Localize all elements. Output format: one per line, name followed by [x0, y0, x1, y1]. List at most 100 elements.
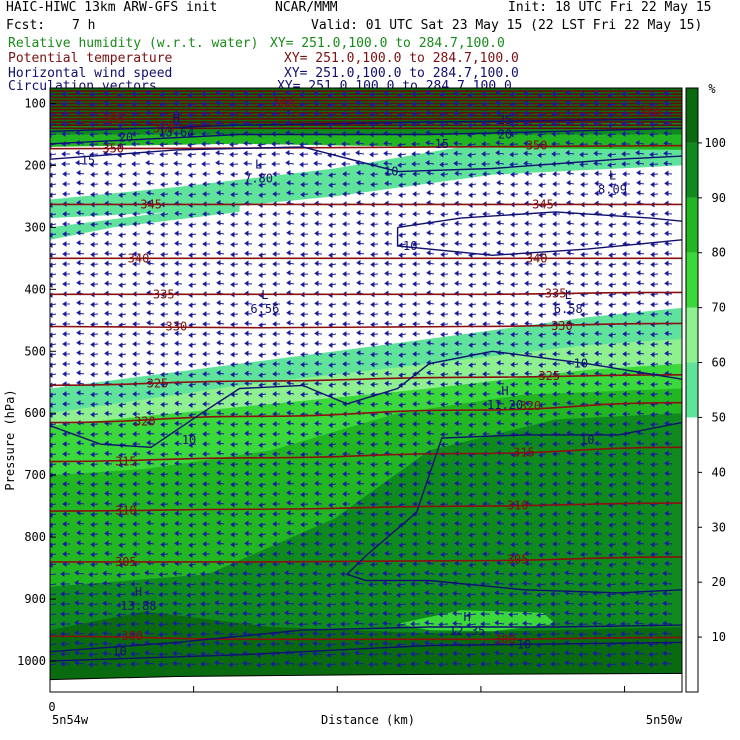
vector-arrowhead [244, 330, 249, 337]
vector-arrowhead [552, 211, 557, 217]
vector-arrowhead [580, 311, 585, 318]
vector-arrowhead [622, 311, 627, 317]
vector-arrowhead [607, 162, 612, 169]
vector-arrowhead [649, 121, 654, 128]
vector-arrowhead [635, 89, 640, 96]
vector-arrowhead [328, 542, 333, 549]
vector-arrowhead [452, 600, 457, 607]
vector-arrowhead [258, 332, 263, 339]
vector-arrowhead [552, 351, 557, 357]
vector-arrowhead [286, 489, 291, 496]
vector-arrowhead [299, 91, 304, 98]
vector-arrowhead [74, 569, 79, 576]
vector-arrowhead [537, 112, 542, 119]
vector-arrowhead [649, 111, 654, 118]
vector-arrowhead [468, 302, 473, 309]
vector-arrowhead [468, 562, 473, 569]
vector-arrowhead [438, 581, 443, 588]
vector-arrowhead [608, 532, 613, 539]
circulation-vector [50, 583, 57, 586]
vector-arrowhead [468, 172, 473, 179]
vector-arrowhead [174, 250, 179, 257]
vector-arrowhead [636, 479, 641, 486]
vector-arrowhead [356, 529, 361, 536]
vector-arrowhead [636, 249, 641, 256]
vector-arrowhead [202, 441, 207, 447]
vector-arrowhead [300, 371, 305, 378]
vector-arrowhead [230, 351, 235, 358]
vector-arrowhead [396, 622, 401, 629]
vector-arrowhead [538, 472, 543, 479]
vector-arrowhead [397, 152, 402, 159]
vector-arrowhead [496, 419, 501, 426]
vector-arrowhead [425, 149, 430, 156]
vector-arrowhead [398, 182, 403, 189]
vector-arrowhead [300, 251, 305, 258]
vector-arrowhead [188, 372, 193, 379]
vector-arrowhead [216, 239, 221, 246]
vector-arrowhead [202, 341, 207, 347]
vector-arrowhead [313, 100, 318, 107]
vector-arrowhead [510, 181, 515, 188]
vector-arrowhead [258, 222, 263, 229]
vector-arrowhead [580, 191, 585, 198]
vector-arrowhead [172, 630, 177, 637]
vector-arrowhead [230, 261, 235, 268]
vector-arrowhead [468, 422, 473, 429]
vector-arrowhead [102, 620, 107, 627]
vector-arrowhead [144, 579, 149, 586]
vector-arrowhead [552, 491, 557, 497]
vector-arrowhead [286, 429, 291, 436]
vector-arrowhead [510, 301, 515, 308]
vector-arrowhead [272, 401, 277, 407]
vector-arrowhead [230, 451, 235, 458]
vector-arrowhead [384, 280, 389, 287]
vector-arrowhead [622, 331, 627, 337]
vector-arrowhead [454, 310, 459, 317]
vector-arrowhead [201, 141, 206, 147]
vector-arrowhead [74, 609, 79, 616]
vector-arrowhead [608, 382, 613, 389]
vector-arrowhead [90, 561, 95, 568]
vector-arrowhead [594, 450, 599, 457]
vector-arrowhead [174, 310, 179, 317]
vector-arrowhead [425, 89, 430, 96]
vector-arrowhead [496, 219, 501, 226]
vector-arrowhead [188, 382, 193, 389]
vector-arrowhead [650, 351, 655, 358]
vector-arrowhead [300, 421, 305, 428]
vector-arrowhead [116, 572, 121, 579]
vector-arrowhead [188, 422, 193, 429]
vector-arrowhead [90, 301, 95, 308]
vector-arrowhead [622, 281, 627, 287]
vector-arrowhead [90, 321, 95, 328]
vector-arrowhead [524, 520, 529, 527]
vector-arrowhead [593, 100, 598, 107]
vector-arrowhead [90, 221, 95, 228]
vector-arrowhead [328, 182, 333, 189]
vector-arrowhead [174, 410, 179, 417]
vector-arrowhead [258, 312, 263, 319]
vector-arrowhead [480, 581, 485, 587]
vector-arrowhead [426, 499, 431, 506]
vector-arrowhead [594, 490, 599, 497]
vector-arrowhead [354, 589, 359, 596]
vector-arrowhead [594, 470, 599, 477]
vector-arrowhead [524, 490, 529, 497]
vector-arrowhead [131, 161, 136, 167]
vector-arrowhead [482, 191, 487, 197]
vector-arrowhead [202, 301, 207, 307]
vector-arrowhead [664, 560, 669, 567]
vector-arrowhead [650, 511, 655, 518]
vector-arrowhead [594, 370, 599, 377]
vector-arrowhead [580, 301, 585, 308]
vector-arrowhead [158, 611, 163, 618]
vector-arrowhead [508, 621, 513, 628]
vector-arrowhead [454, 320, 459, 327]
vector-arrowhead [174, 220, 179, 227]
vector-arrowhead [509, 91, 514, 98]
vector-arrowhead [215, 119, 220, 126]
vector-arrowhead [509, 101, 514, 108]
vector-arrowhead [146, 389, 151, 396]
vector-arrowhead [174, 320, 179, 327]
